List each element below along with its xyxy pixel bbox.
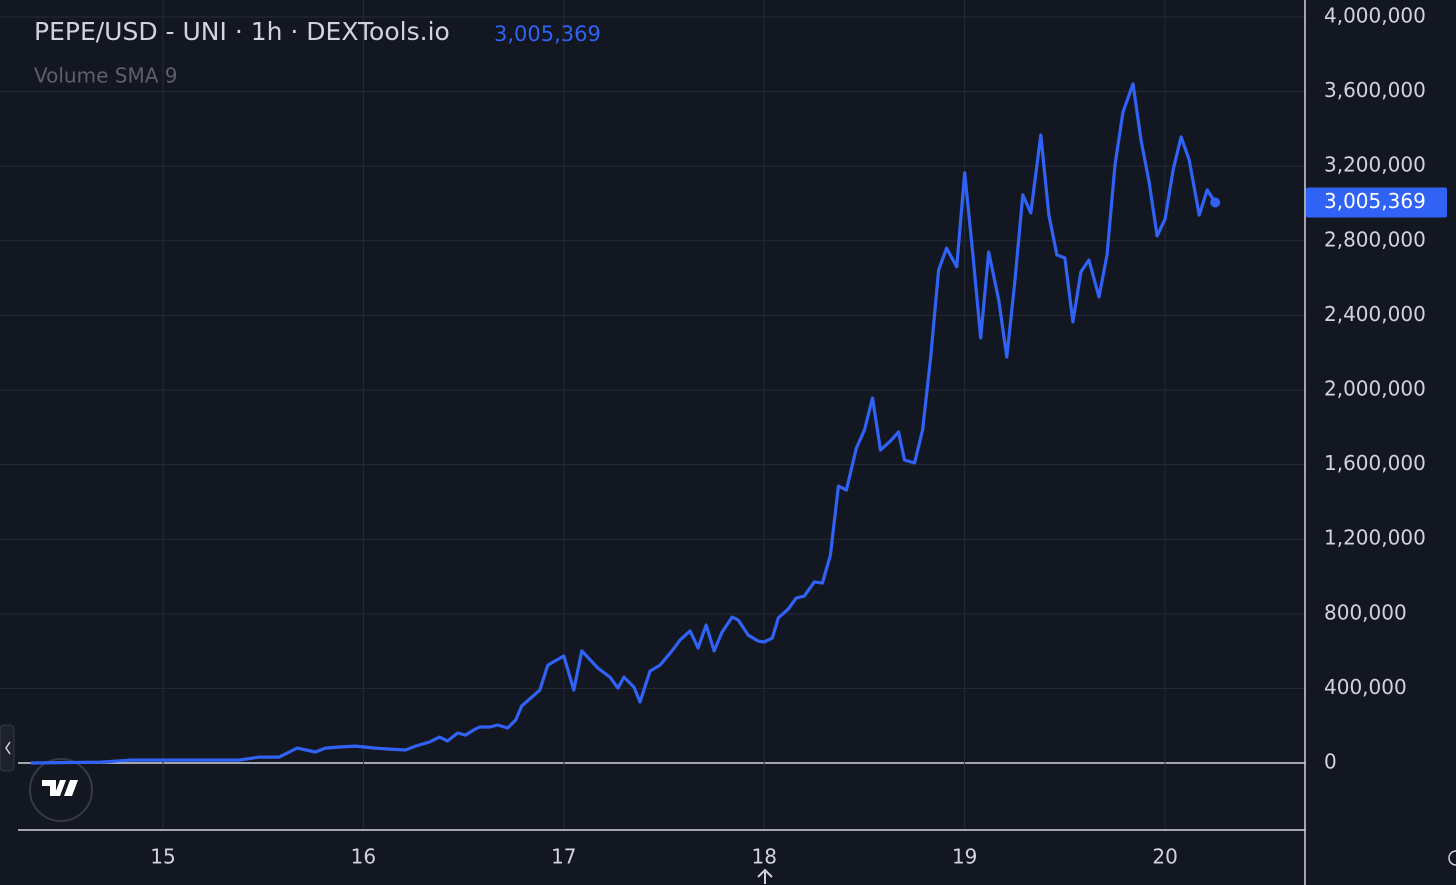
x-tick-label: 16 [351, 845, 376, 869]
tv-logo [29, 758, 93, 822]
y-tick-label: 3,200,000 [1324, 153, 1426, 177]
legend-series-name: Volume SMA 9 [34, 64, 177, 88]
x-tick-label: 17 [551, 845, 576, 869]
price-badge-label: 3,005,369 [1324, 189, 1426, 213]
line [30, 82, 1217, 765]
y-tick-label: 2,000,000 [1324, 377, 1426, 401]
y-tick-label: 0 [1324, 750, 1337, 774]
y-tick-label: 4,000,000 [1324, 3, 1426, 27]
x-tick-label: 15 [150, 845, 175, 869]
y-tick-label: 400,000 [1324, 675, 1407, 699]
y-tick-label: 800,000 [1324, 600, 1407, 624]
y-tick-label: 2,400,000 [1324, 302, 1426, 326]
y-tick-label: 2,800,000 [1324, 227, 1426, 251]
x-tick-label: 18 [752, 845, 777, 869]
last-point [1210, 197, 1221, 208]
legend-value: 3,005,369 [494, 22, 601, 46]
settings-icon[interactable] [1448, 850, 1456, 866]
x-tick-label: 19 [952, 845, 977, 869]
y-tick-label: 3,600,000 [1324, 78, 1426, 102]
scroll-arrow[interactable] [757, 868, 773, 884]
collapse-icon [5, 741, 11, 755]
x-tick-label: 20 [1152, 845, 1177, 869]
price-badge [1306, 187, 1447, 218]
grid [0, 0, 1305, 830]
collapse-tab[interactable] [0, 724, 15, 772]
chart-title: PEPE/USD - UNI · 1h · DEXTools.io [34, 17, 450, 46]
y-tick-label: 1,200,000 [1324, 526, 1426, 550]
y-tick-label: 1,600,000 [1324, 451, 1426, 475]
